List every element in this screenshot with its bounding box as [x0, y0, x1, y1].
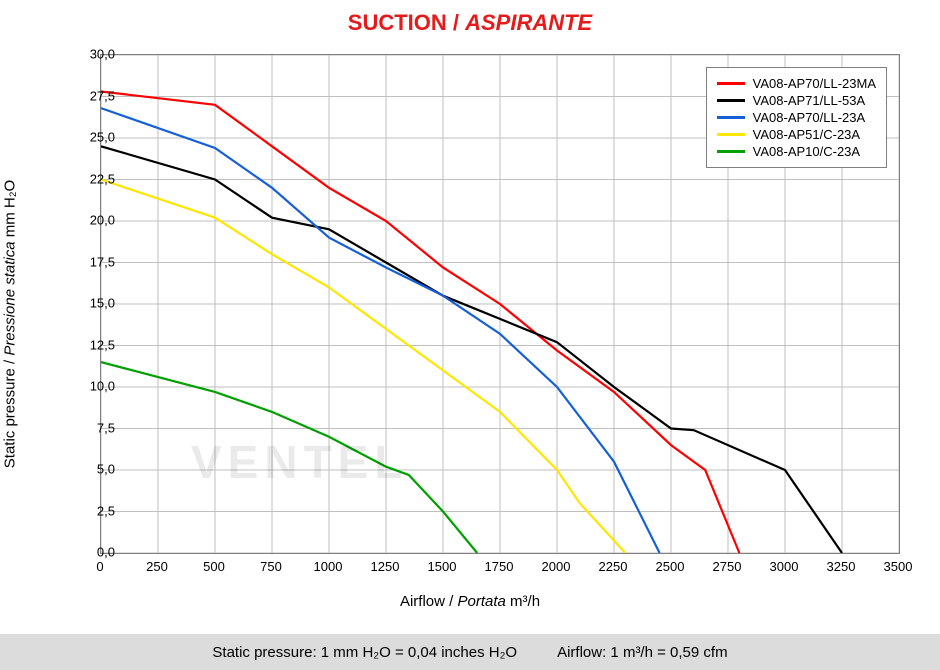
title-sep: / [447, 10, 465, 35]
y-tick: 25,0 [90, 130, 115, 145]
x-axis-label: Airflow / Portata m³/h [400, 593, 540, 610]
chart-wrap: Static pressure / Pressione statica mm H… [20, 44, 920, 604]
x-tick: 750 [260, 559, 282, 574]
y-tick: 27,5 [90, 88, 115, 103]
x-tick: 500 [203, 559, 225, 574]
legend-swatch [717, 82, 745, 85]
footer-right: Airflow: 1 m³/h = 0,59 cfm [557, 644, 727, 661]
y-tick: 20,0 [90, 213, 115, 228]
ylabel-unit: mm H₂O [2, 180, 19, 242]
legend-label: VA08-AP71/LL-53A [753, 93, 866, 108]
legend-item: VA08-AP51/C-23A [717, 127, 876, 142]
y-tick: 0,0 [97, 545, 115, 560]
y-tick: 22,5 [90, 171, 115, 186]
legend-label: VA08-AP70/LL-23A [753, 110, 866, 125]
x-tick: 3000 [770, 559, 799, 574]
y-tick: 12,5 [90, 337, 115, 352]
y-tick: 15,0 [90, 296, 115, 311]
ylabel-en: Static pressure [2, 368, 19, 468]
legend-item: VA08-AP71/LL-53A [717, 93, 876, 108]
footer-left: Static pressure: 1 mm H₂O = 0,04 inches … [212, 644, 517, 661]
series-line [101, 362, 477, 553]
xlabel-sep: / [445, 593, 458, 610]
y-tick: 10,0 [90, 379, 115, 394]
xlabel-en: Airflow [400, 593, 445, 610]
series-line [101, 180, 625, 554]
x-tick: 0 [96, 559, 103, 574]
x-tick: 2500 [656, 559, 685, 574]
legend-item: VA08-AP70/LL-23MA [717, 76, 876, 91]
ylabel-sep: / [2, 356, 19, 369]
series-line [101, 108, 660, 553]
legend-item: VA08-AP70/LL-23A [717, 110, 876, 125]
footer: Static pressure: 1 mm H₂O = 0,04 inches … [0, 634, 940, 670]
y-tick: 17,5 [90, 254, 115, 269]
title-en: SUCTION [348, 10, 447, 35]
legend-label: VA08-AP70/LL-23MA [753, 76, 876, 91]
x-tick: 1750 [485, 559, 514, 574]
legend-swatch [717, 133, 745, 136]
x-tick: 3250 [827, 559, 856, 574]
series-line [101, 146, 842, 553]
x-tick: 1250 [371, 559, 400, 574]
chart-title: SUCTION / ASPIRANTE [0, 0, 940, 44]
xlabel-it: Portata [457, 593, 505, 610]
legend: VA08-AP70/LL-23MA VA08-AP71/LL-53A VA08-AP… [706, 67, 887, 168]
plot-area: VENTEL VA08-AP70/LL-23MAVA08-AP71/LL-53A… [100, 54, 900, 554]
legend-item: VA08-AP10/C-23A [717, 144, 876, 159]
legend-swatch [717, 116, 745, 119]
legend-label: VA08-AP51/C-23A [753, 127, 860, 142]
x-tick: 3500 [884, 559, 913, 574]
ylabel-it: Pressione statica [2, 241, 19, 355]
x-tick: 1000 [314, 559, 343, 574]
x-tick: 1500 [428, 559, 457, 574]
x-tick: 250 [146, 559, 168, 574]
legend-label: VA08-AP10/C-23A [753, 144, 860, 159]
y-tick: 2,5 [97, 503, 115, 518]
y-axis-label: Static pressure / Pressione statica mm H… [2, 180, 19, 468]
y-tick: 5,0 [97, 462, 115, 477]
page: SUCTION / ASPIRANTE Static pressure / Pr… [0, 0, 940, 670]
title-it: ASPIRANTE [465, 10, 592, 35]
x-tick: 2250 [599, 559, 628, 574]
legend-swatch [717, 99, 745, 102]
y-tick: 30,0 [90, 47, 115, 62]
x-tick: 2750 [713, 559, 742, 574]
x-tick: 2000 [542, 559, 571, 574]
legend-swatch [717, 150, 745, 153]
series-line [101, 92, 739, 553]
y-tick: 7,5 [97, 420, 115, 435]
xlabel-unit: m³/h [506, 593, 540, 610]
